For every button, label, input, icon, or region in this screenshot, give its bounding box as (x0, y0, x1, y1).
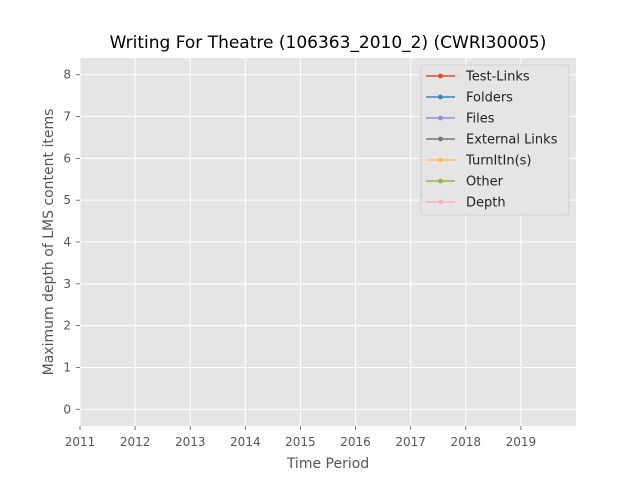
y-axis-label: Maximum depth of LMS content items (41, 109, 57, 376)
y-tick-label: 4 (63, 235, 71, 249)
x-tick-label: 2014 (230, 435, 261, 449)
x-tick-label: 2011 (65, 435, 96, 449)
legend-label: Files (466, 112, 495, 127)
x-axis-ticks: 2011 2012 2013 2014 2015 2016 2017 2018 2019 (65, 426, 536, 449)
legend-marker (438, 136, 443, 142)
y-tick-label: 7 (63, 110, 71, 124)
legend-marker (438, 73, 443, 79)
x-tick-label: 2018 (451, 435, 482, 449)
legend-marker (438, 199, 443, 205)
y-tick-label: 8 (63, 68, 71, 82)
legend: Test-Links Folders Files External Links Turn… (420, 64, 570, 216)
y-tick-label: 3 (63, 277, 71, 291)
chart-title: Writing For Theatre (106363_2010_2) (CWR… (110, 33, 547, 53)
legend-marker (438, 115, 443, 121)
y-tick-label: 6 (63, 151, 71, 165)
y-axis-ticks: 0 1 2 3 4 5 6 7 8 (63, 68, 80, 416)
legend-label: External Links (466, 133, 558, 148)
legend-marker (438, 157, 443, 163)
y-tick-label: 1 (63, 360, 71, 374)
y-tick-label: 5 (63, 193, 71, 207)
x-tick-label: 2013 (175, 435, 206, 449)
legend-label: Folders (466, 91, 513, 106)
x-tick-label: 2015 (285, 435, 316, 449)
x-tick-label: 2016 (340, 435, 371, 449)
legend-label: Test-Links (465, 70, 530, 85)
y-tick-label: 2 (63, 319, 71, 333)
legend-label: TurnItIn(s) (465, 154, 531, 169)
legend-label: Depth (466, 196, 506, 211)
legend-label: Other (466, 175, 504, 190)
x-tick-label: 2017 (395, 435, 426, 449)
x-tick-label: 2019 (506, 435, 537, 449)
x-axis-label: Time Period (286, 456, 369, 472)
legend-marker (438, 178, 443, 184)
x-tick-label: 2012 (120, 435, 151, 449)
legend-marker (438, 94, 443, 100)
y-tick-label: 0 (63, 402, 71, 416)
legend-box (420, 64, 570, 216)
